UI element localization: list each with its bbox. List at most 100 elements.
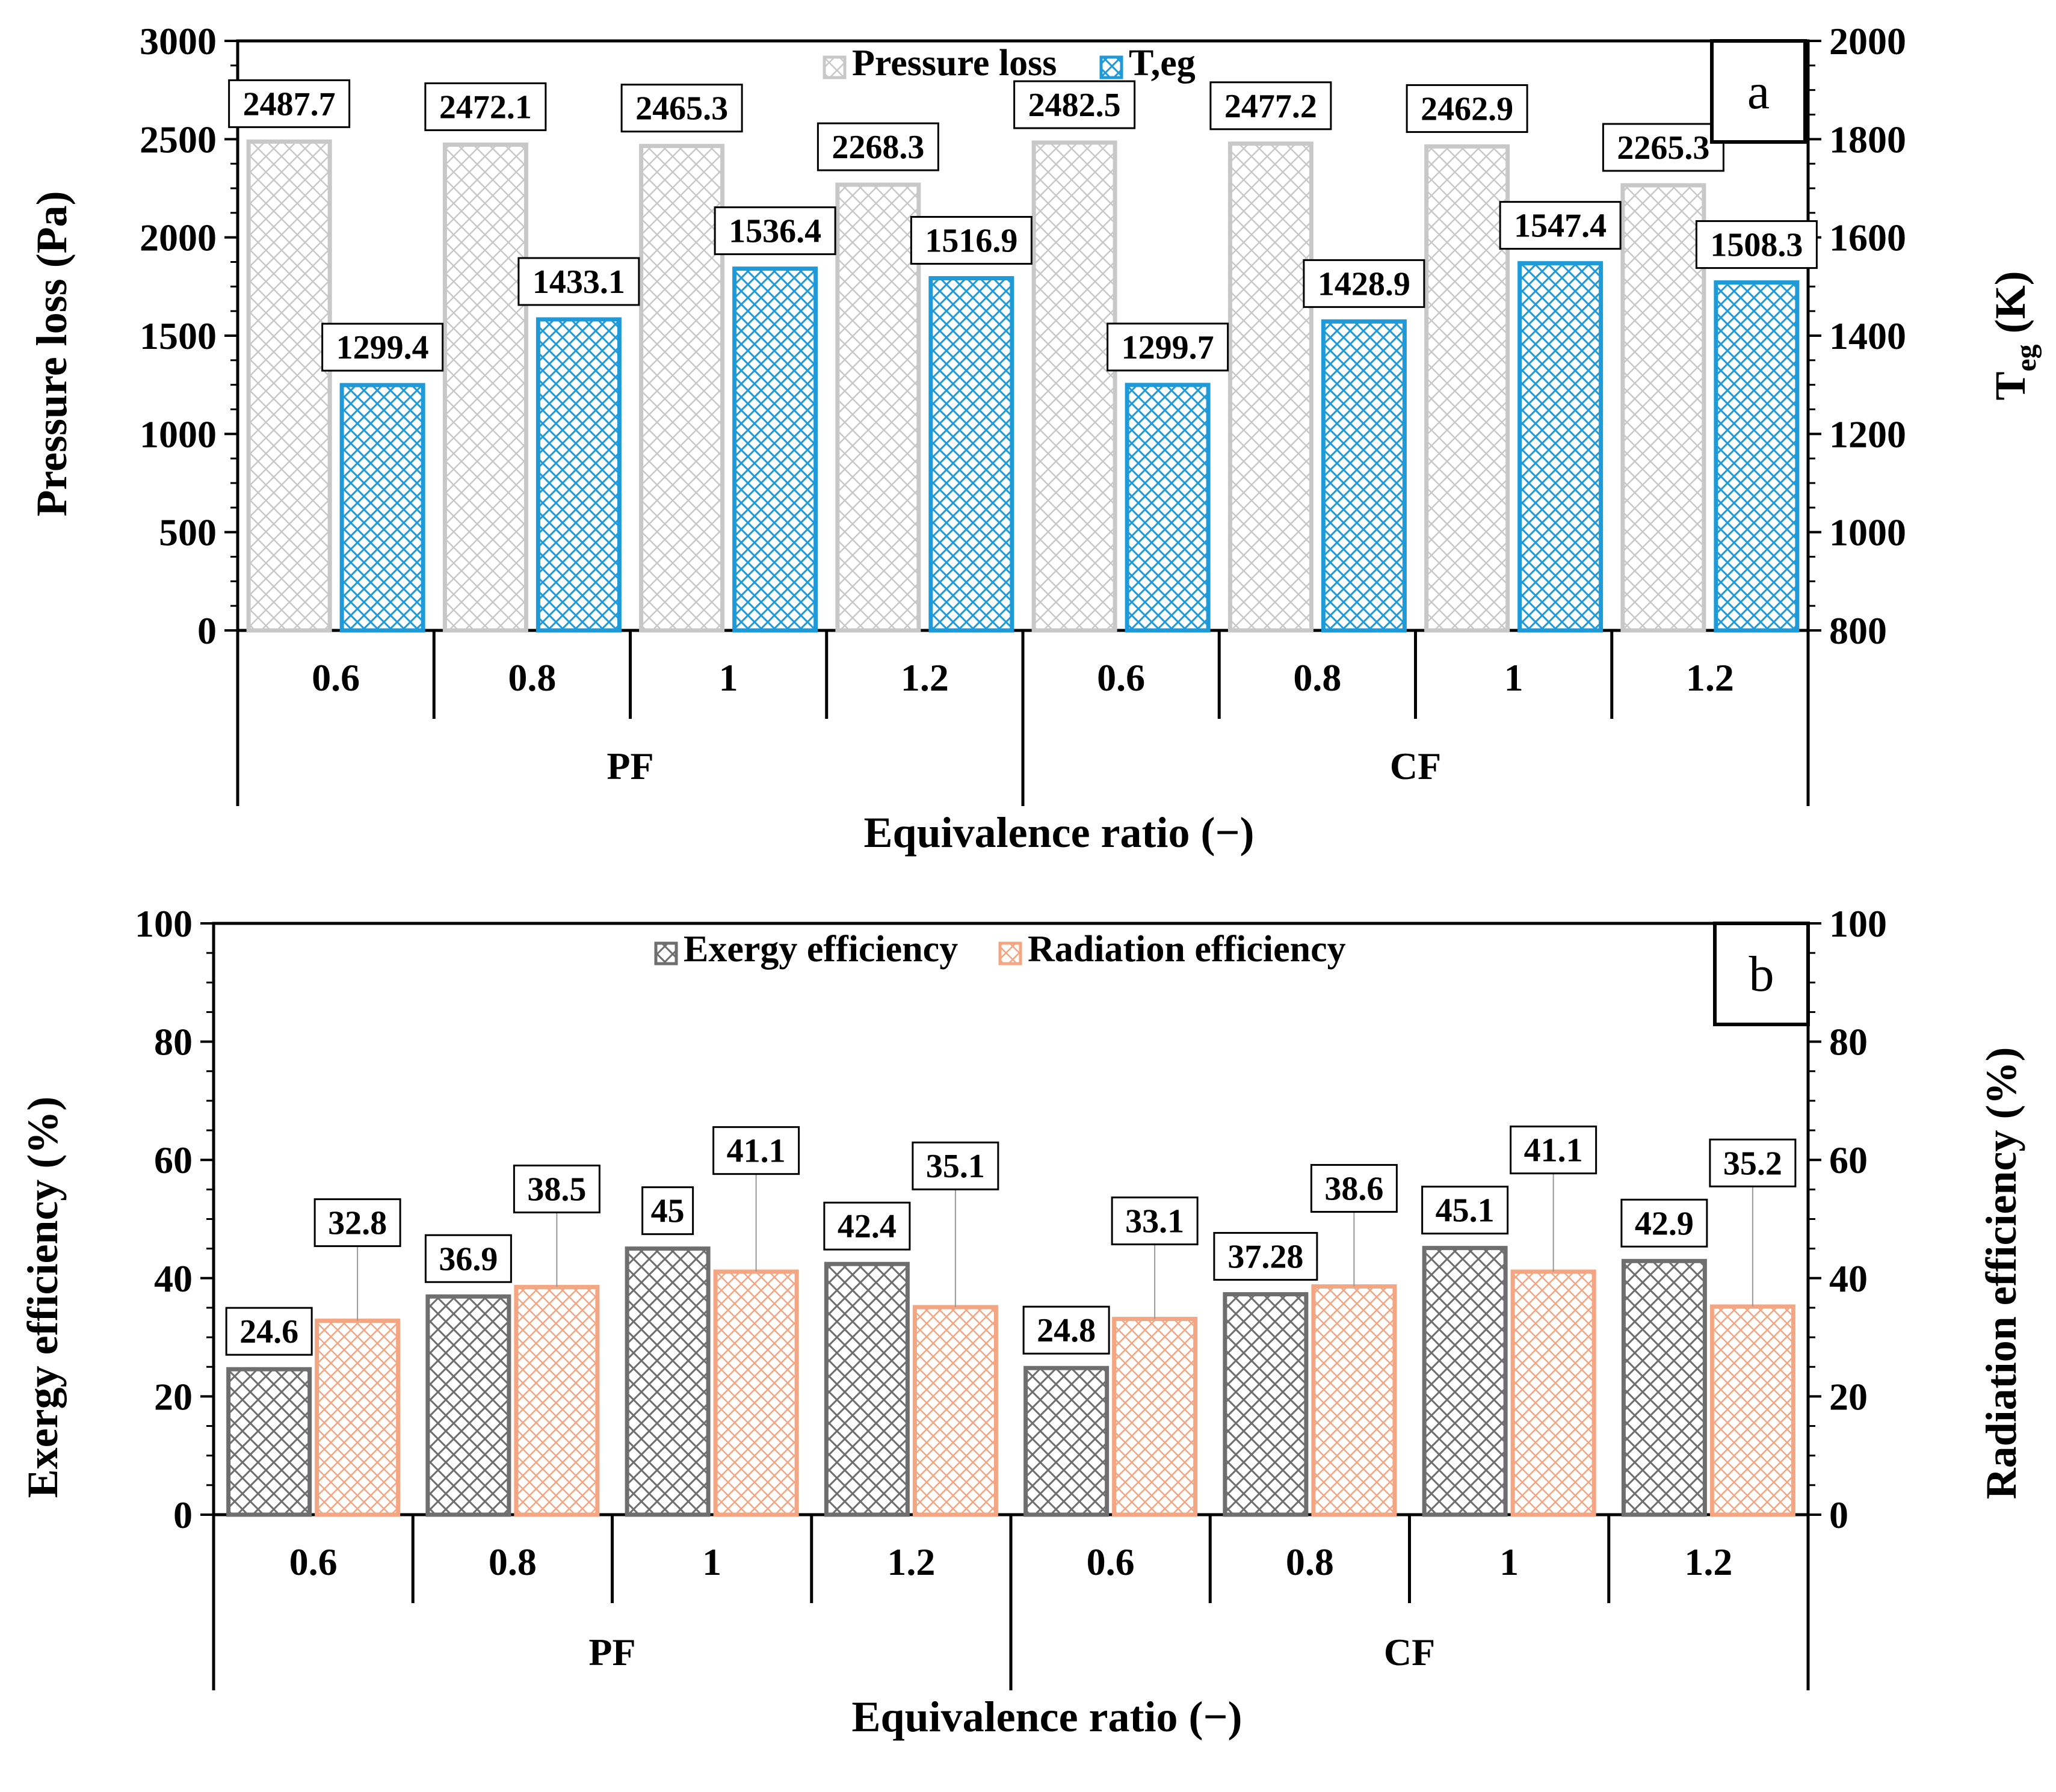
data-label: 33.1 <box>1125 1203 1184 1240</box>
bar2-radiation-efficiency <box>1311 1284 1397 1517</box>
bar-pressure-loss <box>639 144 725 633</box>
bar-exergy-efficiency <box>1621 1258 1707 1517</box>
category-tick-label: 1.2 <box>901 656 949 699</box>
legend-swatch <box>823 55 847 79</box>
data-label-box <box>1310 1164 1398 1213</box>
legend-label: T,eg <box>1129 43 1196 84</box>
bar-pressure-loss <box>835 182 921 633</box>
category-tick-label: 1 <box>1504 656 1523 699</box>
data-label-box <box>1209 81 1332 131</box>
panel-letter-box <box>1710 39 1807 144</box>
data-label-box <box>1406 84 1528 133</box>
right-axis-tick-label: 1000 <box>1829 511 1906 554</box>
left-axis-tick-label: 500 <box>159 511 217 554</box>
data-label: 1428.9 <box>1318 265 1410 303</box>
category-tick-label: 0.8 <box>489 1541 537 1583</box>
legend-swatch <box>654 941 678 965</box>
left-axis-tick-label: 1500 <box>140 315 217 357</box>
bar2-t-eg <box>928 276 1014 633</box>
bar2-t-eg <box>339 383 425 633</box>
category-tick-label: 0.6 <box>1087 1541 1135 1583</box>
left-axis-tick-label: 80 <box>154 1021 193 1064</box>
data-label: 1547.4 <box>1514 208 1607 245</box>
panel-letter-box <box>1713 922 1810 1026</box>
legend-label: Pressure loss <box>852 43 1057 84</box>
data-label-box <box>225 1307 313 1356</box>
panel-b-efficiency-chart: 0 20 40 60 80 100 0 20 40 60 80 100 24.6 36.9 45 42.4 24… <box>19 902 2025 1741</box>
data-label: 2477.2 <box>1224 88 1317 125</box>
data-label: 42.4 <box>838 1208 897 1245</box>
left-axis-tick-label: 0 <box>197 609 217 652</box>
left-axis-tick-label: 2500 <box>140 118 217 161</box>
data-label: 35.1 <box>926 1148 985 1185</box>
right-axis-title: Radiation efficiency (%) <box>1977 1047 2025 1500</box>
data-label-box <box>1510 1125 1598 1175</box>
data-label: 24.8 <box>1037 1312 1096 1349</box>
bar-exergy-efficiency <box>824 1261 910 1517</box>
data-label-box <box>228 79 351 128</box>
right-axis-tick-label: 100 <box>1829 902 1887 945</box>
data-label: 1508.3 <box>1710 227 1803 264</box>
right-axis-title-main: T <box>1986 372 2034 401</box>
data-label-box <box>321 322 444 372</box>
data-label-box <box>823 1201 911 1251</box>
category-tick-label: 1 <box>719 656 738 699</box>
bar-exergy-efficiency <box>1023 1366 1110 1517</box>
bar2-radiation-efficiency <box>1112 1317 1198 1517</box>
group-label: CF <box>1390 745 1441 787</box>
bar-pressure-loss <box>246 139 332 633</box>
bar-exergy-efficiency <box>425 1294 511 1517</box>
group-label: PF <box>588 1631 635 1673</box>
bar-pressure-loss <box>442 142 528 633</box>
bar2-t-eg <box>1321 319 1407 633</box>
data-label: 38.6 <box>1324 1171 1383 1208</box>
data-label-box <box>1620 1198 1708 1248</box>
data-label-box <box>910 216 1033 265</box>
x-axis-title: Equivalence ratio (−) <box>864 808 1255 857</box>
legend-swatch <box>998 941 1022 965</box>
data-label: 45 <box>651 1193 685 1230</box>
category-tick-label: 1 <box>1499 1541 1519 1583</box>
data-label: 2462.9 <box>1421 90 1513 128</box>
bar2-t-eg <box>536 317 622 633</box>
right-axis-tick-label: 1200 <box>1829 413 1906 455</box>
data-label-box <box>1107 322 1229 372</box>
left-axis-tick-label: 2000 <box>140 217 217 259</box>
bar-exergy-efficiency <box>226 1367 312 1517</box>
category-tick-label: 0.8 <box>1286 1541 1334 1583</box>
bar2-radiation-efficiency <box>1709 1304 1795 1517</box>
legend-label: Exergy efficiency <box>684 929 958 970</box>
data-label-box <box>1111 1196 1199 1246</box>
bar2-t-eg <box>1125 383 1211 633</box>
data-label: 36.9 <box>439 1240 498 1278</box>
data-label: 1433.1 <box>533 263 625 301</box>
group-label: CF <box>1384 1631 1435 1673</box>
data-label: 1299.4 <box>336 329 429 366</box>
bar2-t-eg <box>1517 261 1604 633</box>
data-label-box <box>517 257 640 306</box>
right-axis-tick-label: 1800 <box>1829 118 1906 161</box>
data-label: 2265.3 <box>1617 129 1709 167</box>
left-axis-tick-label: 40 <box>154 1257 193 1300</box>
category-tick-label: 1.2 <box>1686 656 1734 699</box>
data-label: 2465.3 <box>635 90 728 128</box>
bar-exergy-efficiency <box>625 1246 711 1517</box>
bar2-radiation-efficiency <box>1510 1269 1596 1517</box>
data-label-box <box>641 1186 694 1236</box>
right-axis-tick-label: 60 <box>1829 1139 1868 1181</box>
data-label: 1299.7 <box>1122 329 1214 366</box>
left-axis-tick-label: 20 <box>154 1375 193 1418</box>
bar2-radiation-efficiency <box>315 1319 401 1517</box>
data-label: 24.6 <box>239 1313 298 1350</box>
data-label-box <box>1602 123 1724 172</box>
data-label-box <box>620 84 743 133</box>
left-axis-title: Pressure loss (Pa) <box>28 191 76 516</box>
panel-letter: b <box>1749 946 1774 1002</box>
right-axis-tick-label: 1600 <box>1829 217 1906 259</box>
data-label-box <box>1303 259 1425 308</box>
data-label: 42.9 <box>1635 1205 1694 1242</box>
bar2-t-eg <box>732 266 818 633</box>
right-axis-title-main: Radiation efficiency (%) <box>1977 1047 2025 1500</box>
data-label-box <box>424 1234 512 1283</box>
